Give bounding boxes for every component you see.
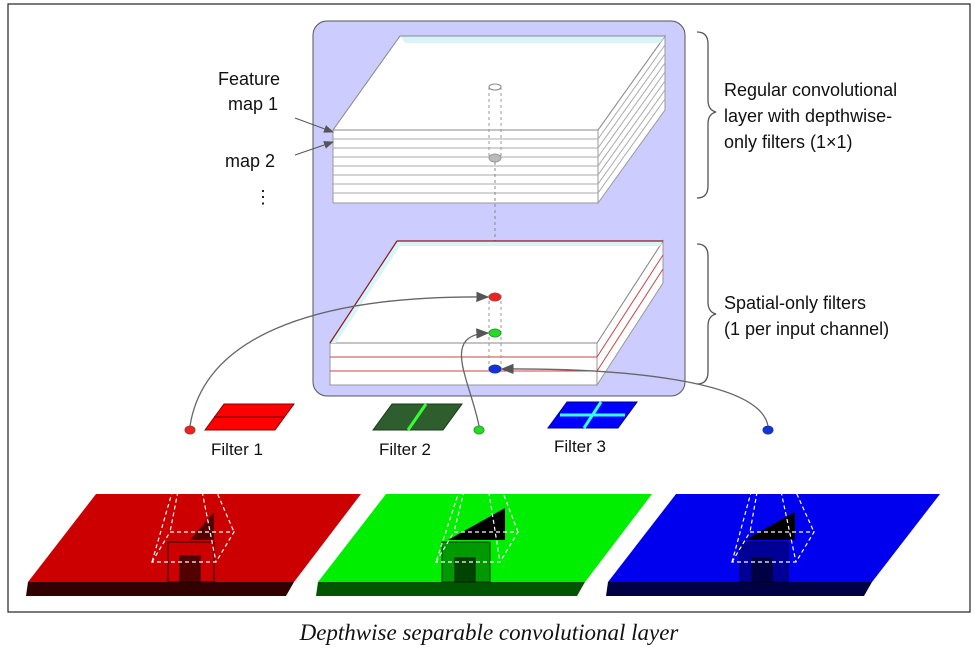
regular-layer-label-line2: layer with depthwise- bbox=[724, 106, 892, 126]
spatial-slab bbox=[329, 239, 664, 387]
depthwise-slab bbox=[332, 34, 666, 205]
green-channel-arrow bbox=[460, 328, 490, 427]
feature-map-label-1: Feature bbox=[218, 69, 280, 89]
filter-2-label: Filter 2 bbox=[379, 440, 431, 459]
input-channel-green bbox=[316, 494, 652, 596]
receptive-field-blue bbox=[730, 429, 816, 563]
feature-map-label-3: map 2 bbox=[225, 151, 275, 171]
red-output-dot bbox=[488, 292, 502, 302]
feature-map-2-pointer bbox=[294, 141, 334, 156]
blue-output-dot bbox=[488, 364, 502, 374]
green-output-dot bbox=[488, 328, 502, 338]
blue-channel-arrow bbox=[500, 363, 769, 427]
filter-2-icon bbox=[372, 403, 463, 431]
receptive-field-red bbox=[150, 429, 236, 563]
spatial-layer-label-line2: (1 per input channel) bbox=[724, 319, 889, 339]
feature-map-layers bbox=[333, 44, 666, 194]
spatial-layer-label-line1: Spatial-only filters bbox=[724, 293, 866, 313]
input-channel-red bbox=[26, 494, 361, 596]
top-output-dot bbox=[488, 153, 502, 163]
filter-3-icon bbox=[547, 401, 638, 429]
feature-map-ellipsis: ⋮ bbox=[254, 187, 272, 207]
green-filter-dot bbox=[473, 425, 485, 435]
filter-3-label: Filter 3 bbox=[554, 437, 606, 456]
red-filter-dot bbox=[184, 425, 196, 435]
filter-1-label: Filter 1 bbox=[211, 440, 263, 459]
feature-map-label-2: map 1 bbox=[228, 94, 278, 114]
filter-1-icon bbox=[204, 403, 295, 431]
blue-filter-dot bbox=[762, 425, 774, 435]
regular-layer-label-line1: Regular convolutional bbox=[724, 80, 897, 100]
input-channel-blue bbox=[606, 494, 940, 596]
receptive-field-green bbox=[434, 429, 520, 563]
figure-caption: Depthwise separable convolutional layer bbox=[299, 620, 680, 645]
spatial-layer-brace bbox=[696, 243, 717, 385]
red-channel-arrow bbox=[189, 291, 490, 427]
feature-map-1-pointer bbox=[294, 117, 334, 133]
regular-layer-label-line3: only filters (1×1) bbox=[724, 132, 853, 152]
regular-layer-brace bbox=[696, 31, 717, 199]
pixel-tube bbox=[488, 83, 502, 290]
